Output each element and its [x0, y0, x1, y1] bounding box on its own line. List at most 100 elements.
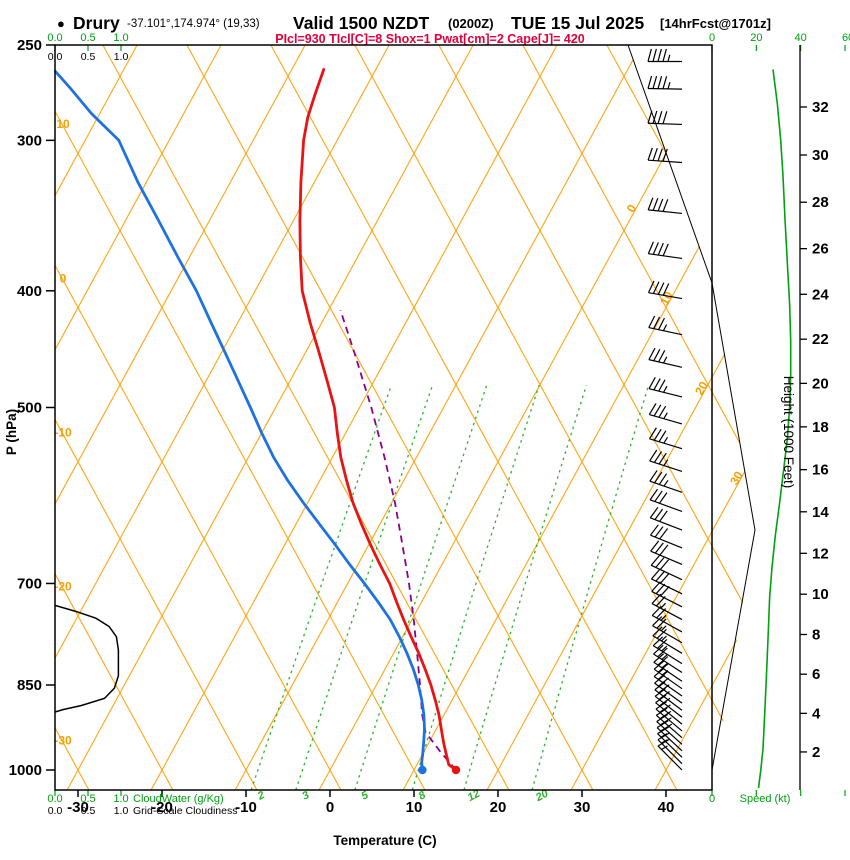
- adiabat-line: [522, 45, 755, 790]
- wind-barb: [656, 713, 683, 745]
- mixing-ratio-line: [463, 384, 588, 790]
- parcel-profile-line: [339, 309, 457, 771]
- mixing-ratio-label: 2: [255, 789, 267, 803]
- adiabat-line: [55, 45, 342, 790]
- adiabat-line: [186, 45, 594, 790]
- wind-barb: [649, 488, 683, 513]
- wind-barb: [649, 506, 683, 531]
- speed-scale-label: 40: [795, 32, 807, 44]
- wind-barb: [657, 738, 683, 771]
- height-tick-label: 12: [812, 545, 829, 562]
- isotherm-line: [402, 45, 755, 790]
- isotherm-line: [654, 45, 755, 790]
- wind-barb: [647, 197, 683, 215]
- isotherm-line: [570, 45, 755, 790]
- mixing-ratio-line: [354, 384, 488, 790]
- isotherm-label: 10: [657, 289, 676, 308]
- wind-barb: [648, 403, 683, 425]
- wind-barb: [657, 726, 683, 758]
- height-tick-label: 20: [812, 375, 829, 392]
- height-tick-label: 24: [812, 286, 829, 303]
- height-tick-label: 26: [812, 241, 829, 258]
- cloud-scale-label: 1.0: [113, 32, 128, 44]
- isotherm-label: 20: [692, 379, 711, 398]
- wind-barb: [652, 616, 683, 644]
- cloudwater-legend: CloudWater (g/Kg): [133, 793, 224, 805]
- mixing-ratio-label: 20: [533, 787, 551, 804]
- height-tick-label: 22: [812, 331, 829, 348]
- height-tick-label: 4: [812, 705, 821, 722]
- adiabat-label: -20: [54, 580, 72, 594]
- adiabat-label: 10: [56, 117, 70, 131]
- temperature-tick-label: -20: [151, 799, 173, 816]
- station-marker-icon: ●: [57, 16, 65, 31]
- pressure-tick-label: 1000: [9, 762, 42, 779]
- isotherm-line: [150, 45, 558, 790]
- isotherm-line: [55, 45, 306, 790]
- isotherm-line: [486, 45, 755, 790]
- cloudiness-profile-line: [54, 604, 120, 713]
- wind-barb: [652, 636, 683, 665]
- wind-barb: [647, 110, 683, 126]
- valid-zulu: (0200Z): [448, 16, 494, 31]
- wind-barbs: [647, 48, 683, 771]
- mixing-ratio-label: 12: [466, 788, 482, 804]
- surface-temp-dot: [451, 765, 461, 775]
- isotherm-line: [55, 45, 138, 790]
- mixing-ratio-label: 3: [300, 789, 311, 802]
- wind-barb: [655, 707, 683, 739]
- forecast-hour: [14hrFcst@1701z]: [660, 16, 771, 31]
- pressure-axis: 250 300 400 500 700 850 1000: [9, 37, 55, 779]
- speed-curve: [757, 69, 792, 789]
- mixing-ratio-line: [411, 384, 540, 790]
- adiabat-line: [354, 45, 755, 790]
- isotherm-label: 30: [727, 469, 746, 488]
- height-tick-label: 32: [812, 99, 829, 116]
- speed-profile-line: [757, 69, 792, 789]
- speed-scale-label: 60: [842, 32, 850, 44]
- wind-barb: [650, 540, 683, 566]
- temperature-axis: -30 -20 -10 0 10 20 30 40: [67, 790, 674, 816]
- height-tick-label: 18: [812, 419, 829, 436]
- wind-barb: [647, 48, 682, 63]
- adiabat-line: [55, 45, 174, 790]
- height-tick-label: 6: [812, 666, 820, 683]
- temperature-tick-label: 30: [574, 799, 591, 816]
- grid-boundary-line: [627, 44, 756, 771]
- wind-barb: [654, 674, 683, 704]
- wind-barb: [651, 593, 683, 621]
- isotherm-line: [234, 45, 642, 790]
- sounding-indices: PIcl=930 TIcl[C]=8 Shox=1 Pwat[cm]=2 Cap…: [275, 32, 585, 46]
- isotherm-line: [55, 45, 222, 790]
- cloudiness-legend: Grid-Scale Cloudiness: [133, 805, 237, 817]
- wind-barb: [653, 644, 683, 674]
- wind-barb: [648, 347, 683, 368]
- cloud-scale-label: 0.0: [47, 32, 62, 44]
- wind-barb: [649, 524, 683, 549]
- station-coords: -37.101°,174.974° (19,33): [127, 18, 260, 30]
- adiabat-line: [102, 45, 510, 790]
- speed-axis-title: Speed (kt): [740, 793, 791, 805]
- cloud-scale-label: 0.0: [48, 805, 63, 817]
- isotherm-line: [66, 45, 474, 790]
- height-tick-label: 30: [812, 147, 829, 164]
- isotherm-label: 0: [624, 202, 640, 215]
- temperature-axis-title: Temperature (C): [333, 833, 436, 848]
- wind-barb: [657, 732, 683, 765]
- mixing-ratio-label: 5: [359, 789, 371, 803]
- mixing-ratio-label: 8: [417, 789, 429, 803]
- surface-dewpoint-dot: [418, 765, 427, 775]
- cloud-scale-label: 0.5: [81, 805, 96, 817]
- mixing-ratio-lines: [250, 384, 650, 790]
- cloud-scale-label: 1.0: [113, 793, 128, 805]
- pressure-tick-label: 400: [17, 283, 42, 300]
- pressure-tick-label: 850: [17, 677, 42, 694]
- temperature-tick-label: 0: [326, 799, 334, 816]
- cloud-scale: 0.00.00.00.00.50.50.50.51.01.01.01.0: [47, 32, 128, 817]
- wind-barb: [650, 555, 683, 581]
- chart-header: ● Drury -37.101°,174.974° (19,33) Valid …: [57, 13, 771, 46]
